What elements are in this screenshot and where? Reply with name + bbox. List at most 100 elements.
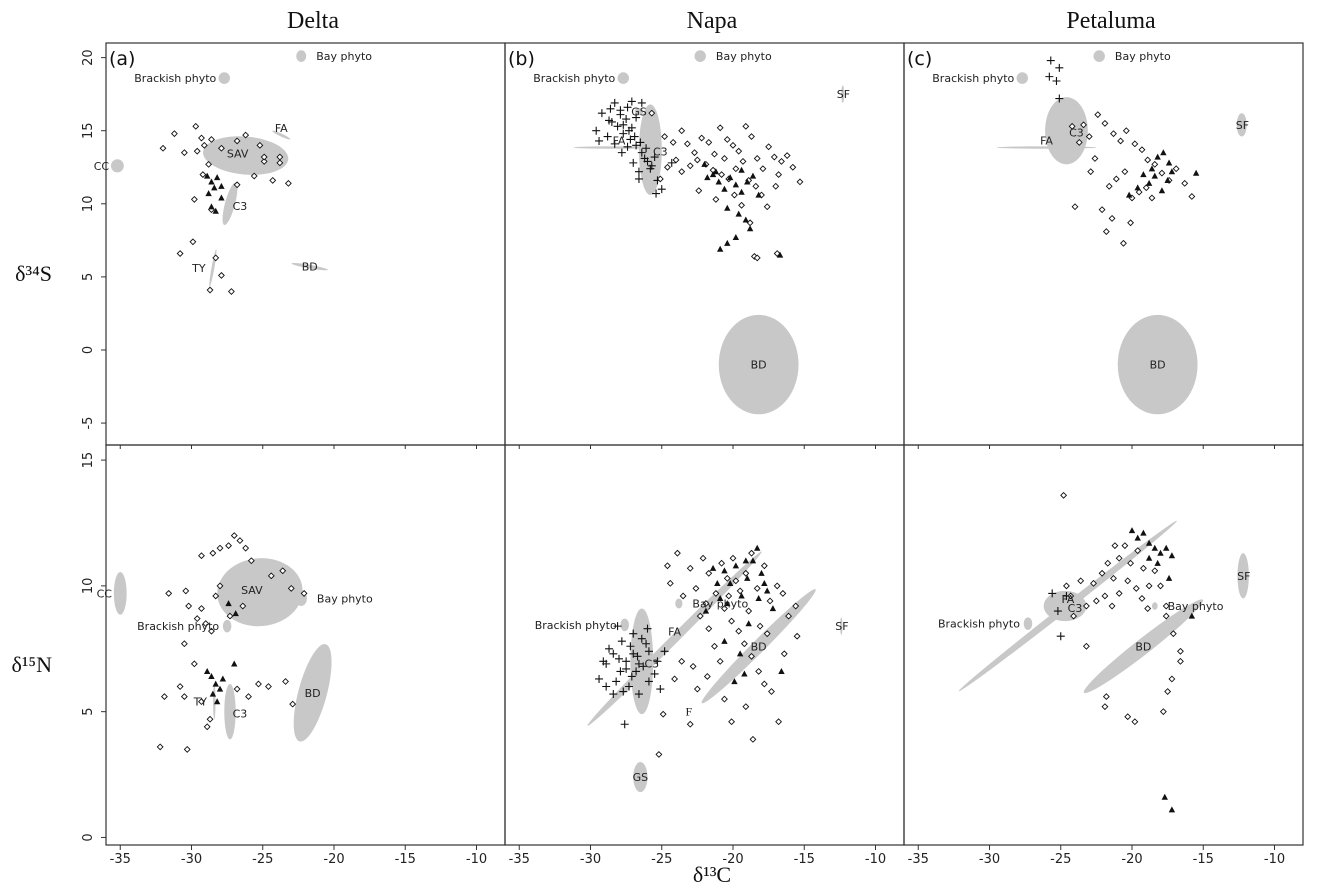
point-diamond bbox=[233, 685, 241, 693]
point-diamond bbox=[1158, 169, 1166, 177]
point-diamond bbox=[729, 141, 737, 149]
panel-frame bbox=[504, 444, 905, 846]
point-diamond bbox=[740, 640, 748, 648]
point-plus bbox=[1053, 607, 1062, 616]
point-diamond bbox=[732, 165, 740, 173]
x-tick-label: -30 bbox=[181, 852, 202, 867]
point-triangle bbox=[1168, 806, 1176, 813]
point-diamond bbox=[216, 582, 224, 590]
point-triangle bbox=[1134, 534, 1141, 541]
point-diamond bbox=[1110, 130, 1117, 138]
point-diamond bbox=[664, 163, 671, 171]
point-diamond bbox=[736, 587, 744, 595]
point-triangle bbox=[709, 564, 717, 571]
point-plus bbox=[639, 662, 648, 671]
point-triangle bbox=[726, 579, 734, 586]
source-ellipse-c3 bbox=[224, 683, 236, 740]
point-diamond bbox=[686, 564, 694, 572]
panel-top-delta: Bay phyto Brackish phyto FA SAV CC C3 TY BD (a) 2… bbox=[81, 42, 506, 449]
point-diamond bbox=[180, 693, 188, 701]
point-diamond bbox=[666, 579, 674, 587]
source-ellipse-bd bbox=[718, 314, 799, 415]
point-plus bbox=[607, 117, 616, 126]
point-plus bbox=[643, 157, 652, 166]
point-diamond bbox=[748, 652, 755, 660]
point-diamond bbox=[1117, 137, 1125, 145]
source-ellipse-cc bbox=[113, 572, 127, 615]
point-diamond bbox=[1144, 156, 1152, 164]
point-diamond bbox=[208, 627, 215, 635]
x-tick-label: -10 bbox=[466, 852, 487, 867]
point-diamond bbox=[282, 678, 289, 685]
panel-bottom-delta: CC SAV Bay phyto Brackish phyto C3 TY BD 15 10 5 0… bbox=[81, 444, 506, 867]
x-tick-label: -10 bbox=[1264, 852, 1285, 867]
point-diamond bbox=[250, 172, 258, 180]
point-diamond bbox=[705, 569, 713, 577]
point-plus bbox=[592, 126, 601, 135]
point-diamond bbox=[695, 187, 703, 195]
point-triangle bbox=[1145, 539, 1153, 546]
point-plus bbox=[615, 654, 623, 663]
x-tick-label: -25 bbox=[1050, 852, 1071, 867]
point-diamond bbox=[760, 680, 768, 688]
point-diamond bbox=[671, 675, 679, 683]
point-plus bbox=[597, 109, 606, 118]
point-diamond bbox=[190, 660, 198, 668]
point-diamond bbox=[300, 589, 308, 597]
source-label-brackish-phyto: Brackish phyto bbox=[533, 72, 615, 85]
point-triangle bbox=[758, 569, 765, 576]
point-diamond bbox=[1132, 584, 1140, 592]
x-tick-label: -15 bbox=[794, 852, 815, 867]
source-label-f: F bbox=[685, 705, 692, 719]
point-triangle bbox=[1188, 612, 1196, 619]
point-plus bbox=[1048, 589, 1057, 598]
point-diamond bbox=[789, 163, 797, 171]
point-diamond bbox=[742, 122, 750, 130]
point-plus bbox=[650, 669, 659, 678]
point-triangle bbox=[724, 204, 731, 211]
y-tick-label: 15 bbox=[81, 452, 96, 469]
point-diamond bbox=[718, 559, 726, 567]
point-diamond bbox=[245, 693, 252, 701]
point-triangle bbox=[212, 680, 219, 687]
point-diamond bbox=[763, 630, 771, 638]
point-diamond bbox=[721, 605, 728, 612]
source-label-sav: SAV bbox=[227, 148, 249, 161]
point-triangle bbox=[701, 160, 708, 167]
source-ellipse-sav bbox=[217, 558, 303, 627]
point-diamond bbox=[1112, 175, 1120, 183]
point-diamond bbox=[208, 136, 215, 143]
point-triangle bbox=[218, 194, 225, 201]
y-tick-label: 10 bbox=[81, 578, 96, 595]
point-triangle bbox=[749, 557, 757, 564]
source-label-sf: SF bbox=[837, 88, 850, 101]
point-diamond bbox=[233, 137, 241, 145]
point-diamond bbox=[689, 662, 697, 670]
point-diamond bbox=[193, 615, 201, 623]
x-tick-label: -15 bbox=[1193, 852, 1214, 867]
point-diamond bbox=[217, 271, 225, 279]
point-diamond bbox=[1142, 184, 1150, 192]
point-plus bbox=[630, 132, 639, 141]
point-triangle bbox=[1168, 552, 1176, 559]
source-ellipse-brackish-phyto bbox=[617, 72, 629, 84]
y-tick-label: 5 bbox=[81, 708, 96, 716]
source-label-c3: C3 bbox=[233, 708, 248, 721]
x-tick-label: -25 bbox=[651, 852, 672, 867]
y-tick-label: 10 bbox=[81, 196, 96, 213]
point-plus bbox=[613, 622, 622, 631]
point-plus bbox=[622, 657, 631, 666]
point-diamond bbox=[1145, 582, 1153, 590]
point-diamond bbox=[1060, 491, 1068, 499]
point-triangle bbox=[746, 225, 754, 232]
point-diamond bbox=[729, 554, 737, 562]
point-diamond bbox=[1131, 718, 1139, 726]
point-triangle bbox=[742, 216, 750, 223]
source-ellipse-bay-phyto bbox=[694, 50, 706, 63]
panel-top-petaluma: Bay phyto Brackish phyto SF C3 FA BD (c) bbox=[903, 42, 1304, 449]
point-diamond bbox=[772, 182, 780, 190]
point-diamond bbox=[236, 537, 244, 545]
point-diamond bbox=[182, 587, 190, 595]
source-label-fa: FA bbox=[1061, 593, 1074, 606]
